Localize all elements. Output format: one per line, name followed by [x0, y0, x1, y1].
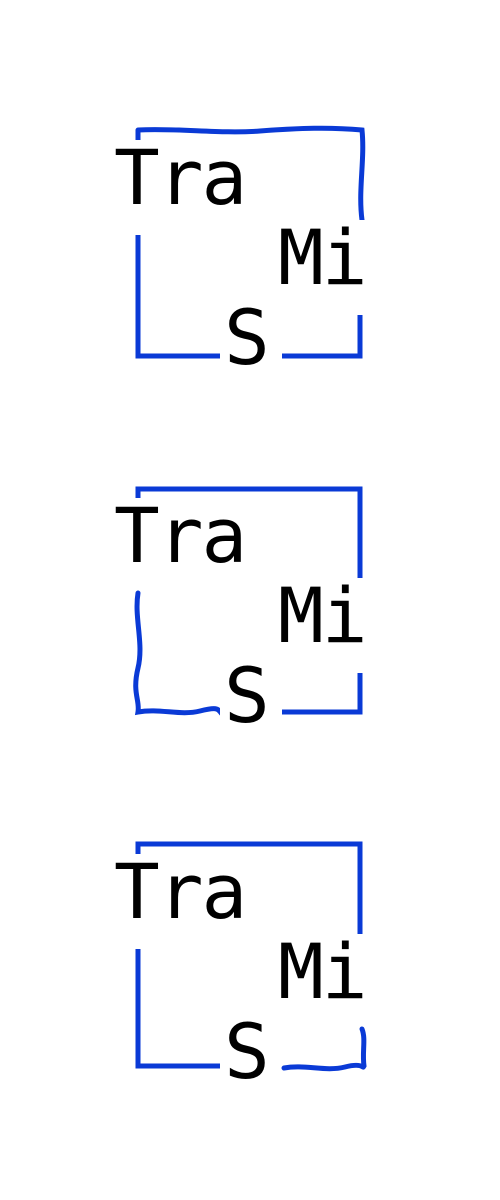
- logo-text-mi: Mi: [274, 578, 368, 654]
- logo-text-tra: Tra: [114, 498, 252, 574]
- logo-text-mi: Mi: [274, 934, 368, 1010]
- logo-text-mi: Mi: [274, 220, 368, 296]
- logo-text-s: S: [220, 1014, 274, 1090]
- logo-text-tra: Tra: [114, 854, 252, 930]
- logo-text-s: S: [220, 300, 274, 376]
- logo-variant-2: Tra Mi S: [100, 468, 400, 748]
- logo-text-tra: Tra: [114, 140, 252, 216]
- logo-text-s: S: [220, 658, 274, 734]
- logo-variant-1: Tra Mi S: [100, 110, 400, 390]
- logo-variant-3: Tra Mi S: [100, 824, 400, 1104]
